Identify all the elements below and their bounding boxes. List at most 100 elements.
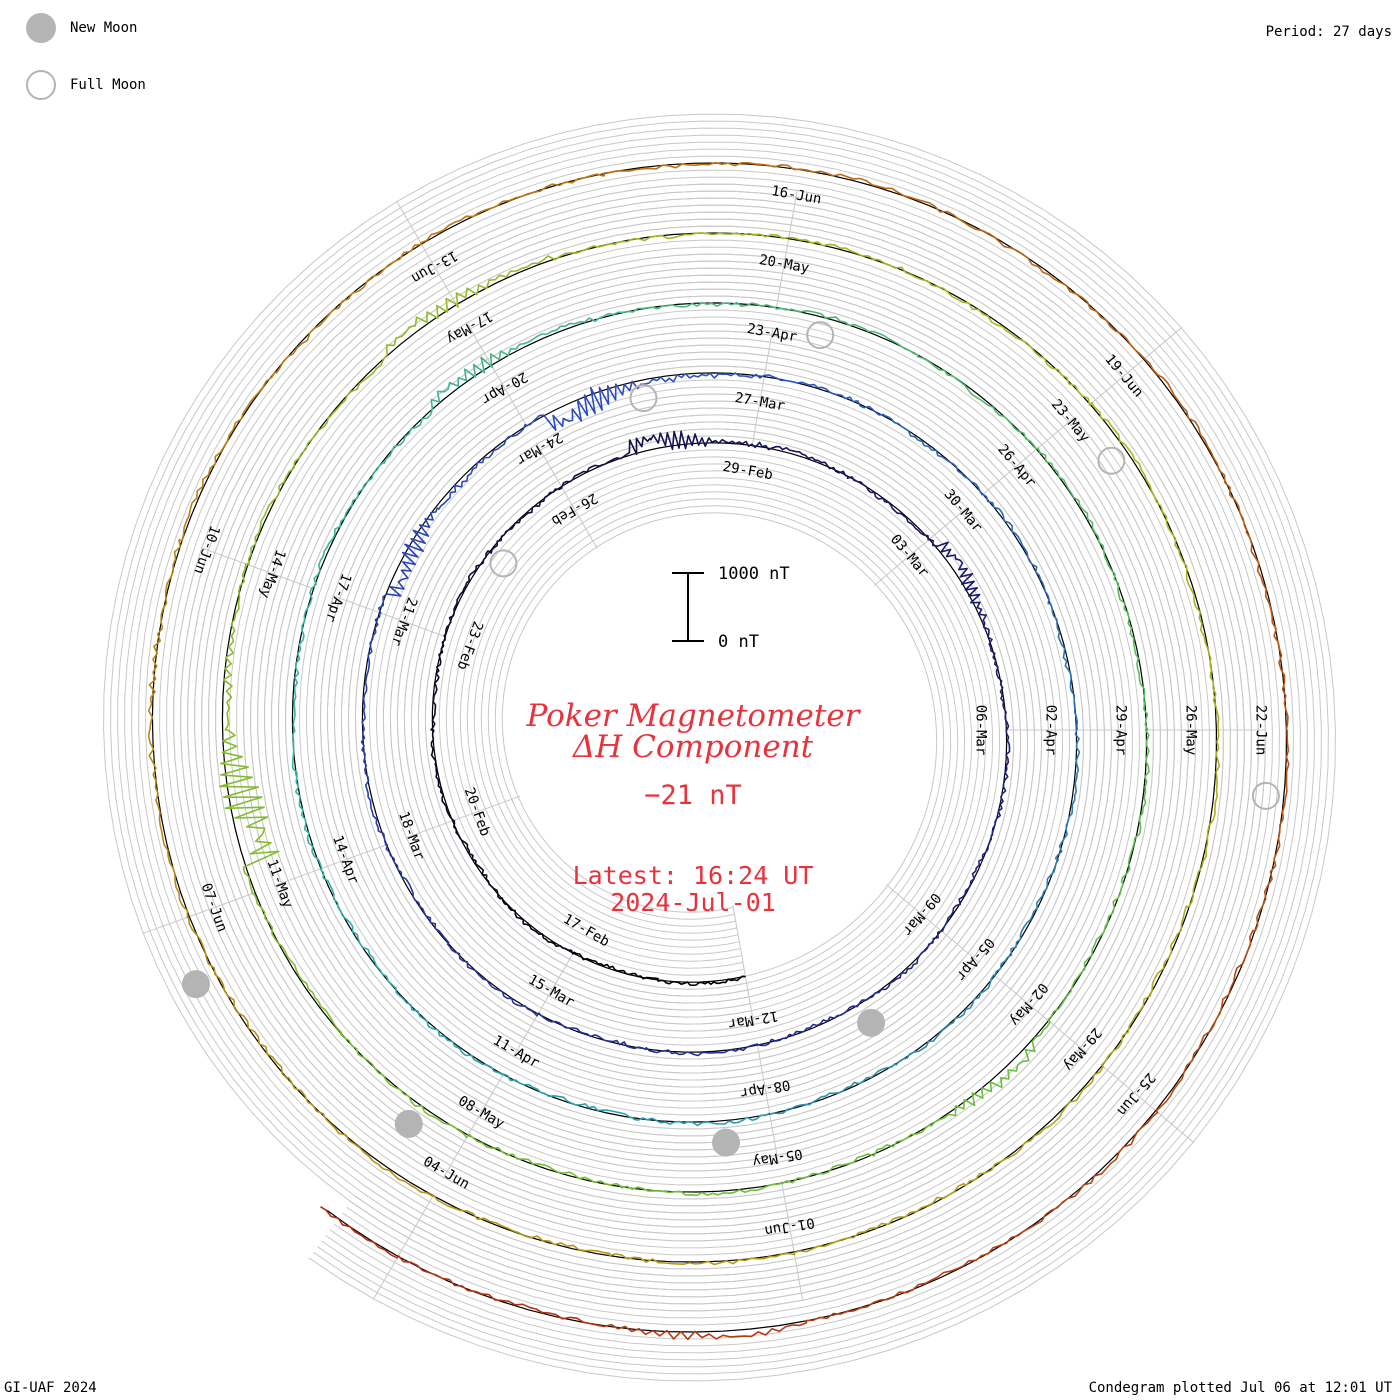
series-segment xyxy=(859,930,943,1004)
series-segment xyxy=(1254,729,1290,932)
legend-full-moon-label: Full Moon xyxy=(70,77,146,93)
series-segment xyxy=(320,1206,400,1259)
series-segment xyxy=(1245,530,1289,731)
series-segment xyxy=(443,550,489,638)
grid-spoke xyxy=(1088,326,1183,406)
series-segment xyxy=(1113,578,1149,731)
series-segment xyxy=(524,380,642,431)
series-segment xyxy=(1155,929,1256,1112)
series-segment xyxy=(930,1019,1051,1127)
series-segment xyxy=(430,636,446,731)
series-segment xyxy=(287,1076,435,1198)
grid-spoke xyxy=(1100,1064,1195,1144)
series-segment xyxy=(941,834,993,932)
grid-spoke xyxy=(981,416,1076,496)
series-segment xyxy=(397,1255,598,1326)
series-segment xyxy=(328,297,457,419)
series-segment xyxy=(319,868,397,989)
series-segment xyxy=(763,374,885,416)
grid-spoke xyxy=(142,891,258,935)
series-segment xyxy=(615,232,789,245)
series-segment xyxy=(788,236,953,298)
series-segment xyxy=(657,975,746,987)
series-segment xyxy=(489,310,629,368)
baseline-spiral xyxy=(151,162,1288,1333)
series-segment xyxy=(394,986,504,1076)
series-segment xyxy=(360,729,388,846)
grid-spiral xyxy=(117,127,1322,1368)
grid-spoke xyxy=(466,321,528,428)
grid-spiral xyxy=(159,169,1280,1326)
date-label: 05-May xyxy=(751,1145,804,1170)
series-segment xyxy=(252,892,343,1035)
series-segment xyxy=(1120,729,1150,883)
grid-spiral xyxy=(131,141,1308,1354)
series-segment xyxy=(446,943,540,1017)
new-moon-marker xyxy=(712,1128,741,1157)
series-segment xyxy=(596,1320,808,1341)
series-segment xyxy=(1054,729,1081,860)
series-segment xyxy=(806,1244,1001,1322)
grid-spiral xyxy=(110,120,1329,1375)
series-segment xyxy=(620,1182,783,1197)
date-label: 14-Apr xyxy=(329,833,361,886)
series-segment xyxy=(377,507,439,614)
date-label: 22-Jun xyxy=(1252,705,1268,756)
grid-spoke xyxy=(200,547,316,590)
legend-full-moon: Full Moon xyxy=(26,70,146,100)
title-line-1: Poker Magnetometer xyxy=(526,698,862,734)
series-segment xyxy=(455,243,617,308)
date-label: 11-May xyxy=(263,857,295,910)
series-segment xyxy=(983,626,1010,731)
date-label: 29-Apr xyxy=(1112,705,1128,756)
series-segment xyxy=(538,1012,647,1051)
series-segment xyxy=(385,844,450,945)
full-moon-marker xyxy=(1251,781,1280,810)
series-segment xyxy=(187,916,289,1080)
date-label: 18-Mar xyxy=(395,809,427,862)
grid-spoke xyxy=(512,951,575,1058)
series-segment xyxy=(1047,881,1125,1021)
series-segment xyxy=(1100,905,1189,1066)
series-segment xyxy=(503,1073,635,1120)
series-segment xyxy=(573,951,659,982)
full-moon-marker xyxy=(489,549,518,578)
legend-new-moon: New Moon xyxy=(26,13,137,43)
series-segment xyxy=(1088,402,1181,557)
series-segment xyxy=(1036,447,1116,581)
grid-spoke xyxy=(992,974,1088,1054)
grid-spoke xyxy=(405,795,521,839)
date-label: 20-Feb xyxy=(461,785,493,838)
series-segment xyxy=(1143,357,1248,532)
series-segment xyxy=(751,441,849,478)
period-label: Period: 27 days xyxy=(1265,24,1392,40)
series-segment xyxy=(222,563,247,731)
grid-spoke xyxy=(775,189,798,310)
full-moon-marker xyxy=(806,321,835,350)
series-segment xyxy=(147,729,189,919)
date-label: 07-Jun xyxy=(198,881,230,934)
grid-spoke xyxy=(732,905,755,1026)
series-segment xyxy=(561,436,652,489)
series-segment xyxy=(292,587,313,731)
latest-time: Latest: 16:24 UT xyxy=(573,861,814,890)
series-segment xyxy=(994,857,1060,976)
series-segment xyxy=(793,1182,967,1254)
date-label: 12-Mar xyxy=(727,1007,780,1032)
plotted-label: Condegram plotted Jul 06 at 12:01 UT xyxy=(1088,1380,1392,1396)
title-line-2: ΔH Component xyxy=(572,729,814,765)
new-moon-marker xyxy=(857,1008,886,1037)
moon-markers xyxy=(181,321,1280,1157)
series-segment xyxy=(645,1043,759,1057)
grid-spoke xyxy=(273,843,389,887)
series-segment xyxy=(487,487,563,554)
series-segment xyxy=(1187,729,1221,908)
series-segment xyxy=(603,161,801,177)
series-segment xyxy=(453,820,503,900)
series-segment xyxy=(311,461,384,589)
date-label: 06-Mar xyxy=(972,705,988,756)
series-segment xyxy=(178,371,276,542)
series-segment xyxy=(951,295,1091,406)
